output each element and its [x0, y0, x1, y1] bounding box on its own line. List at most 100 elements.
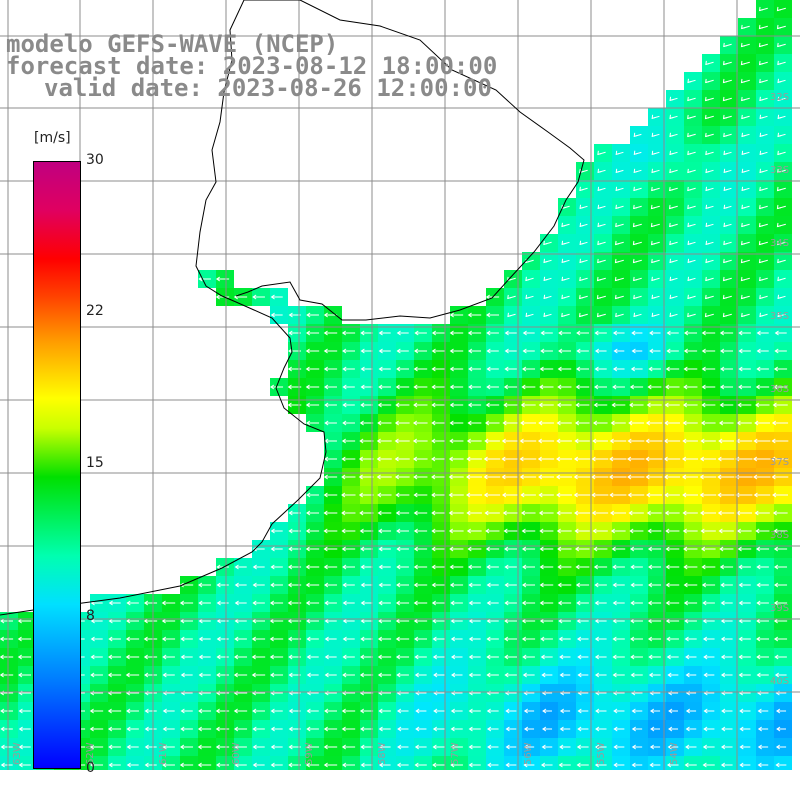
- wind-arrow: [537, 438, 555, 444]
- wind-arrow: [108, 762, 121, 768]
- wind-arrow: [504, 654, 517, 660]
- wind-arrow: [378, 708, 391, 714]
- wind-arrow: [161, 618, 176, 624]
- wind-arrow: [323, 330, 338, 336]
- wind-arrow: [324, 708, 337, 714]
- wind-arrow: [486, 726, 499, 732]
- wind-arrow: [738, 348, 751, 354]
- wind-arrow: [592, 438, 608, 444]
- wind-arrow: [633, 132, 642, 138]
- lat-label: 35S: [770, 311, 789, 322]
- wind-arrow: [575, 564, 590, 570]
- wind-arrow: [525, 294, 534, 300]
- wind-arrow: [431, 564, 446, 570]
- wind-arrow: [683, 600, 698, 606]
- wind-arrow: [431, 600, 446, 606]
- wind-arrow: [306, 312, 319, 318]
- wind-arrow: [501, 474, 519, 480]
- wind-arrow: [740, 240, 750, 246]
- wind-arrow: [629, 546, 644, 552]
- wind-arrow: [360, 402, 373, 408]
- wind-arrow: [759, 114, 768, 120]
- wind-arrow: [647, 528, 662, 534]
- wind-arrow: [252, 708, 265, 714]
- wind-arrow: [773, 384, 788, 390]
- wind-arrow: [450, 636, 463, 642]
- wind-arrow: [394, 456, 410, 462]
- wind-arrow: [556, 420, 572, 426]
- wind-arrow: [615, 186, 624, 192]
- wind-arrow: [596, 294, 606, 300]
- wind-arrow: [125, 636, 140, 642]
- wind-arrow: [360, 600, 373, 606]
- wind-arrow: [523, 708, 535, 714]
- wind-arrow: [234, 744, 247, 750]
- wind-arrow: [323, 510, 338, 516]
- wind-arrow: [630, 582, 643, 588]
- wind-arrow: [685, 672, 697, 678]
- wind-arrow: [377, 510, 392, 516]
- wind-arrow: [665, 384, 680, 390]
- wind-arrow: [433, 672, 445, 678]
- model-title: modelo GEFS-WAVE (NCEP): [6, 30, 339, 58]
- wind-arrow: [738, 600, 751, 606]
- wind-arrow: [504, 330, 517, 336]
- wind-arrow: [448, 510, 464, 516]
- wind-arrow: [537, 456, 555, 462]
- wind-arrow: [609, 456, 627, 462]
- wind-arrow: [324, 636, 337, 642]
- wind-arrow: [687, 78, 696, 84]
- wind-arrow: [646, 510, 662, 516]
- wind-arrow: [431, 402, 446, 408]
- wind-arrow: [683, 564, 698, 570]
- wind-arrow: [539, 366, 554, 372]
- wind-arrow: [449, 402, 464, 408]
- wind-arrow: [739, 726, 751, 732]
- wind-arrow: [579, 222, 588, 228]
- wind-arrow: [413, 582, 428, 588]
- wind-arrow: [432, 618, 445, 624]
- wind-arrow: [734, 474, 753, 480]
- wind-arrow: [612, 384, 625, 390]
- wind-arrow: [483, 492, 501, 498]
- wind-arrow: [593, 402, 608, 408]
- wind-arrow: [449, 348, 464, 354]
- wind-arrow: [738, 366, 751, 372]
- wind-arrow: [397, 744, 409, 750]
- wind-arrow: [777, 114, 786, 120]
- wind-arrow: [665, 582, 680, 588]
- wind-arrow: [414, 348, 428, 354]
- wind-arrow: [558, 762, 571, 768]
- wind-arrow: [776, 222, 786, 228]
- wind-arrow: [466, 528, 482, 534]
- wind-arrow: [216, 654, 229, 660]
- wind-arrow: [234, 762, 247, 768]
- wind-arrow: [162, 654, 175, 660]
- wind-arrow: [377, 420, 392, 426]
- wind-arrow: [669, 312, 678, 318]
- wind-arrow: [740, 60, 750, 66]
- wind-arrow: [741, 222, 750, 228]
- wind-arrow: [483, 474, 501, 480]
- wind-arrow: [741, 132, 750, 138]
- wind-arrow: [664, 402, 680, 408]
- wind-arrow: [757, 726, 769, 732]
- wind-arrow: [431, 546, 446, 552]
- wind-arrow: [612, 600, 625, 606]
- wind-arrow: [723, 168, 732, 174]
- wind-arrow: [324, 582, 338, 588]
- wind-arrow: [577, 672, 589, 678]
- wind-arrow: [505, 726, 517, 732]
- wind-arrow: [378, 600, 391, 606]
- wind-arrow: [306, 510, 320, 516]
- wind-arrow: [215, 708, 230, 714]
- wind-arrow: [412, 438, 428, 444]
- wind-arrow: [539, 600, 554, 606]
- wind-arrow: [450, 762, 463, 768]
- wind-arrow: [629, 384, 644, 390]
- wind-arrow: [180, 636, 193, 642]
- wind-arrow: [576, 600, 589, 606]
- wind-arrow: [396, 582, 409, 588]
- wind-arrow: [542, 726, 553, 732]
- lat-label: 37S: [770, 457, 789, 468]
